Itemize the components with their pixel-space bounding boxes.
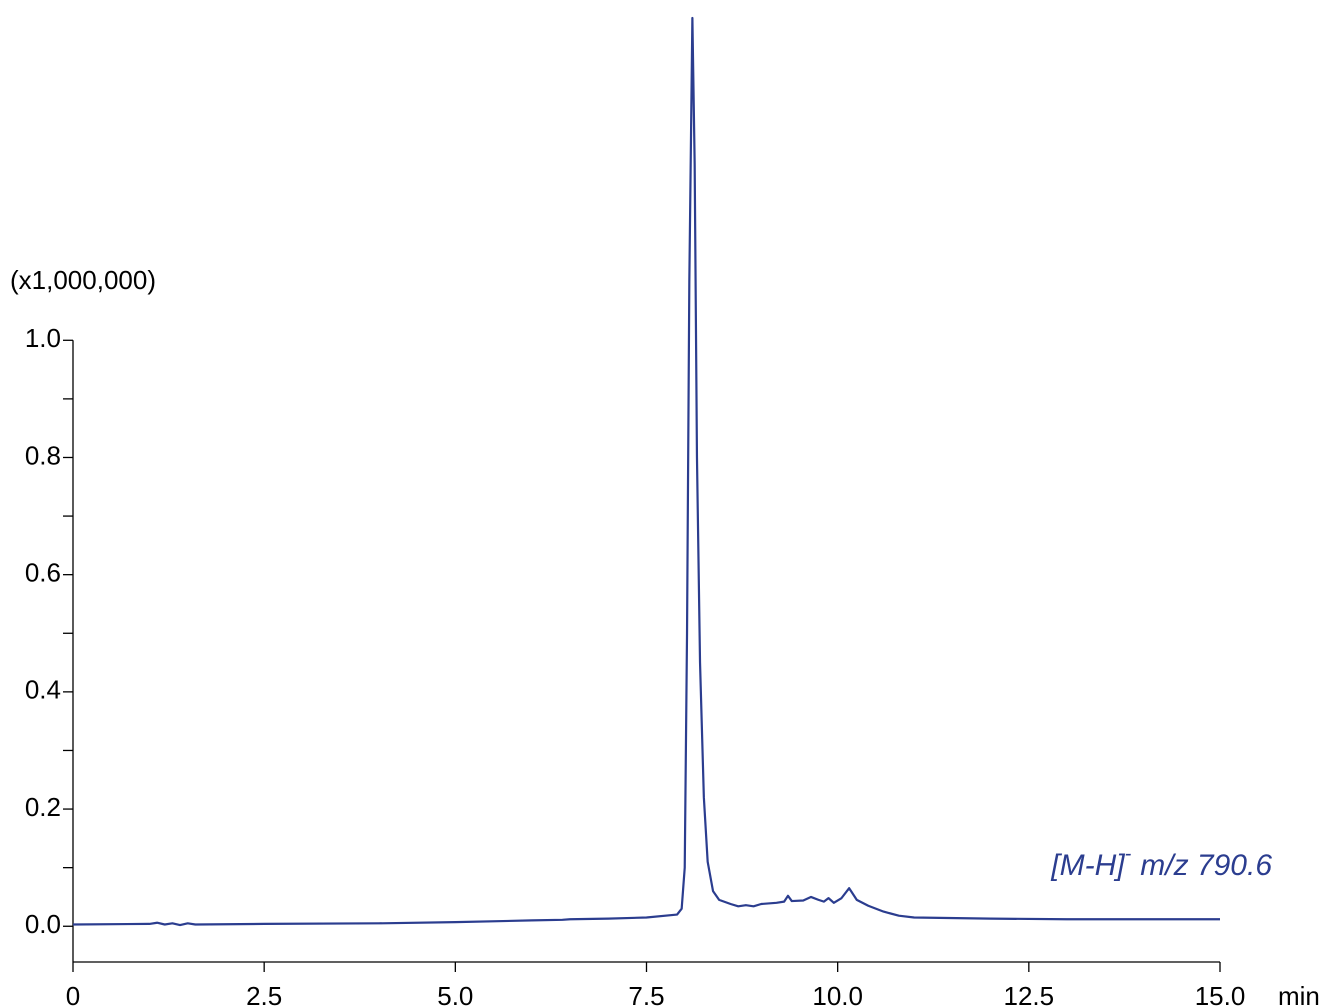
annotation: [M-H]- m/z 790.6 (1050, 843, 1272, 882)
trace-line (72, 16, 1220, 927)
x-axis-label: min (1278, 981, 1320, 1008)
x-tick-label: 0 (66, 981, 80, 1008)
x-tick-label: 12.5 (1004, 981, 1055, 1008)
y-tick-label: 0.0 (25, 909, 61, 939)
x-tick-label: 7.5 (628, 981, 664, 1008)
x-tick-label: 10.0 (812, 981, 863, 1008)
x-tick-label: 2.5 (246, 981, 282, 1008)
y-tick-label: 0.8 (25, 440, 61, 470)
y-tick-label: 1.0 (25, 323, 61, 353)
x-tick-label: 5.0 (437, 981, 473, 1008)
annotation-text: [M-H] (1050, 849, 1125, 882)
annotation-superscript: - (1125, 843, 1132, 865)
y-axis-label: (x1,000,000) (10, 265, 156, 295)
x-tick-label: 15.0 (1195, 981, 1246, 1008)
y-tick-label: 0.2 (25, 792, 61, 822)
annotation-text-after: m/z 790.6 (1140, 849, 1272, 882)
y-tick-label: 0.6 (25, 558, 61, 588)
y-tick-label: 0.4 (25, 675, 61, 705)
